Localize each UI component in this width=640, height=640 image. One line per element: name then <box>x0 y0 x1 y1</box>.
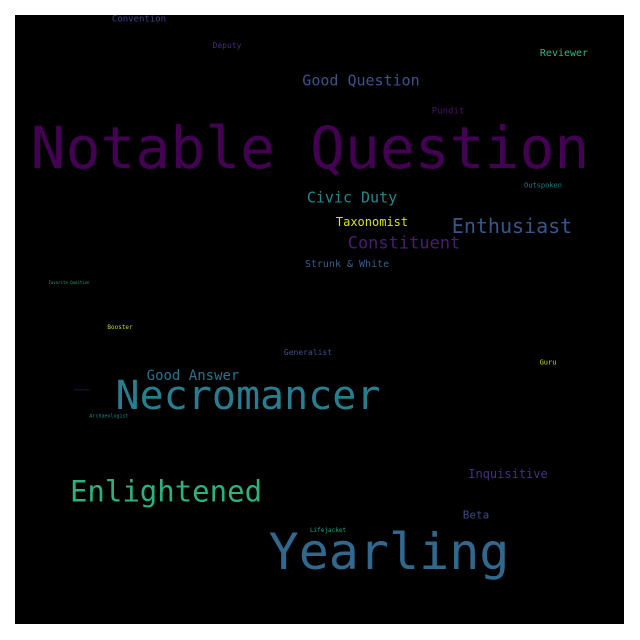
word-necromancer: Necromancer <box>115 373 381 419</box>
word-inquisitive: Inquisitive <box>468 467 548 481</box>
word-beta: Beta <box>462 508 490 522</box>
word-cloud: Notable Question Yearling Necromancer En… <box>15 15 624 624</box>
word-generalist: Generalist <box>283 348 333 357</box>
word-strunk-and-white: Strunk & White <box>304 259 390 270</box>
word-good-answer: Good Answer <box>146 368 240 384</box>
word-yearling: Yearling <box>268 523 510 581</box>
word-outspoken: Outspoken <box>524 181 562 190</box>
word-constituent: Constituent <box>347 233 461 254</box>
word-announcer: Announcer <box>73 387 91 392</box>
word-guru: Guru <box>539 358 557 367</box>
word-lifejacket: Lifejacket <box>309 527 347 534</box>
word-enlightened: Enlightened <box>69 474 263 509</box>
word-pundit: Pundit <box>431 106 465 117</box>
word-notable-question: Notable Question <box>30 114 590 182</box>
word-booster: Booster <box>107 324 133 331</box>
word-enthusiast: Enthusiast <box>451 214 573 238</box>
word-taxonomist: Taxonomist <box>335 215 409 229</box>
word-archaeologist: Archaeologist <box>89 413 129 420</box>
word-favorite-question: Favorite Question <box>48 280 90 285</box>
word-deputy: Deputy <box>212 41 242 50</box>
word-civic-duty: Civic Duty <box>306 188 398 207</box>
word-convention: Convention <box>111 15 167 25</box>
word-reviewer: Reviewer <box>539 48 589 59</box>
word-good-question: Good Question <box>302 71 420 90</box>
